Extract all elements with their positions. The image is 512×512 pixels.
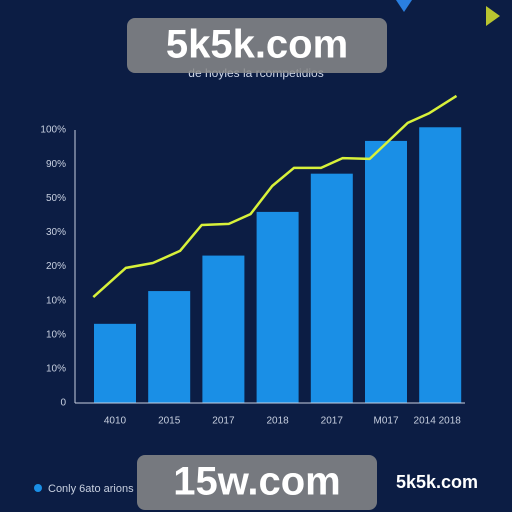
y-tick-label: 20% xyxy=(46,261,66,272)
corner-icon xyxy=(396,0,412,12)
corner-icon xyxy=(486,6,500,26)
watermark: 5k5k.com xyxy=(396,472,478,492)
y-tick-label: 0 xyxy=(60,398,66,409)
bar xyxy=(365,140,407,404)
legend-label: Conly 6ato arions xyxy=(48,483,134,495)
y-tick-label: 10% xyxy=(46,329,66,340)
bar xyxy=(202,255,245,403)
x-tick-label: 2014 2018 xyxy=(414,416,462,427)
watermark-box xyxy=(127,18,387,73)
watermark-box xyxy=(137,455,377,510)
plot-area: 100% 90% 50% 30% 20% 10% 10% 10% 0 4010 2015 2017 20… xyxy=(40,94,462,427)
x-tick-label: 2015 xyxy=(158,416,181,427)
bar xyxy=(310,173,353,403)
x-tick-label: M017 xyxy=(373,416,398,427)
line xyxy=(92,94,458,299)
x-tick-label: 2018 xyxy=(266,416,289,427)
bar xyxy=(148,291,191,403)
x-tick-label: 2017 xyxy=(212,416,235,427)
bar xyxy=(94,323,136,403)
bar xyxy=(256,211,299,403)
legend-swatch xyxy=(34,484,42,492)
y-tick-label: 10% xyxy=(46,364,66,375)
y-tick-label: 90% xyxy=(46,159,66,170)
y-tick-label: 10% xyxy=(46,295,66,306)
x-tick-label: 4010 xyxy=(104,416,127,427)
y-tick-label: 50% xyxy=(46,193,66,204)
bar xyxy=(419,127,462,404)
watermark: 15w.com xyxy=(173,460,340,504)
y-tick-label: 30% xyxy=(46,227,66,238)
y-tick-label: 100% xyxy=(40,125,66,136)
x-tick-label: 2017 xyxy=(321,416,344,427)
watermark: 5k5k.com xyxy=(166,23,348,67)
